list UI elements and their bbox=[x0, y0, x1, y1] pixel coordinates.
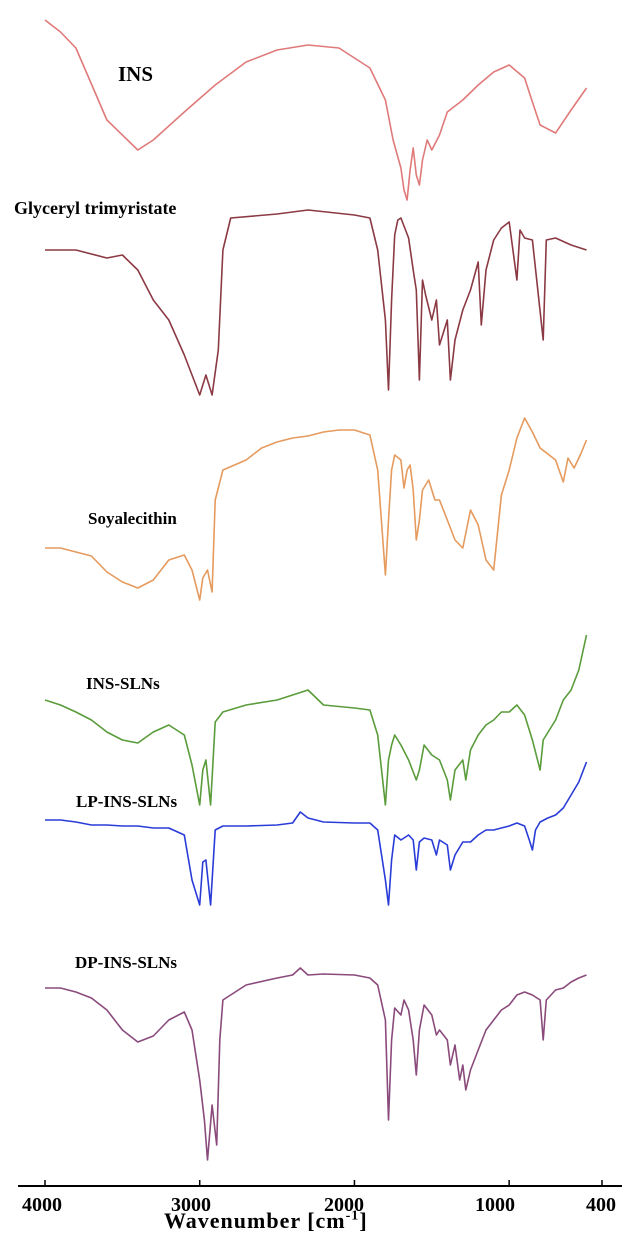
series-label-ins: INS bbox=[118, 62, 154, 86]
series-label-dp-ins-slns: DP-INS-SLNs bbox=[75, 953, 178, 972]
series-label-glyceryl-trimyristate: Glyceryl trimyristate bbox=[14, 198, 177, 218]
series-label-lp-ins-slns: LP-INS-SLNs bbox=[76, 792, 178, 811]
series-line-glyceryl-trimyristate bbox=[45, 209, 587, 396]
x-tick-label: 400 bbox=[586, 1194, 616, 1216]
series-line-ins-slns bbox=[44, 634, 588, 806]
series-line-dp-ins-slns bbox=[45, 967, 587, 1161]
x-tick-label: 2000 bbox=[324, 1194, 364, 1216]
series-line-soyalecithin bbox=[45, 417, 588, 601]
series-label-soyalecithin: Soyalecithin bbox=[88, 509, 177, 528]
x-tick-label: 4000 bbox=[22, 1194, 62, 1216]
x-tick-label: 3000 bbox=[171, 1194, 211, 1216]
x-axis-title: Wavenumber [cm-1] bbox=[164, 1208, 368, 1233]
series-layer bbox=[44, 19, 588, 1161]
x-axis bbox=[18, 1180, 622, 1187]
series-line-lp-ins-slns bbox=[45, 761, 588, 906]
series-line-ins bbox=[44, 19, 588, 201]
x-tick-label: 1000 bbox=[475, 1194, 515, 1216]
series-label-ins-slns: INS-SLNs bbox=[86, 674, 160, 693]
